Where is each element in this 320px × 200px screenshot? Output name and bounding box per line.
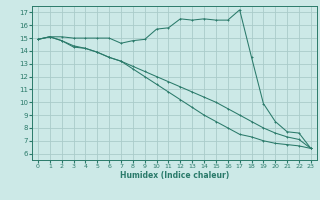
X-axis label: Humidex (Indice chaleur): Humidex (Indice chaleur)	[120, 171, 229, 180]
